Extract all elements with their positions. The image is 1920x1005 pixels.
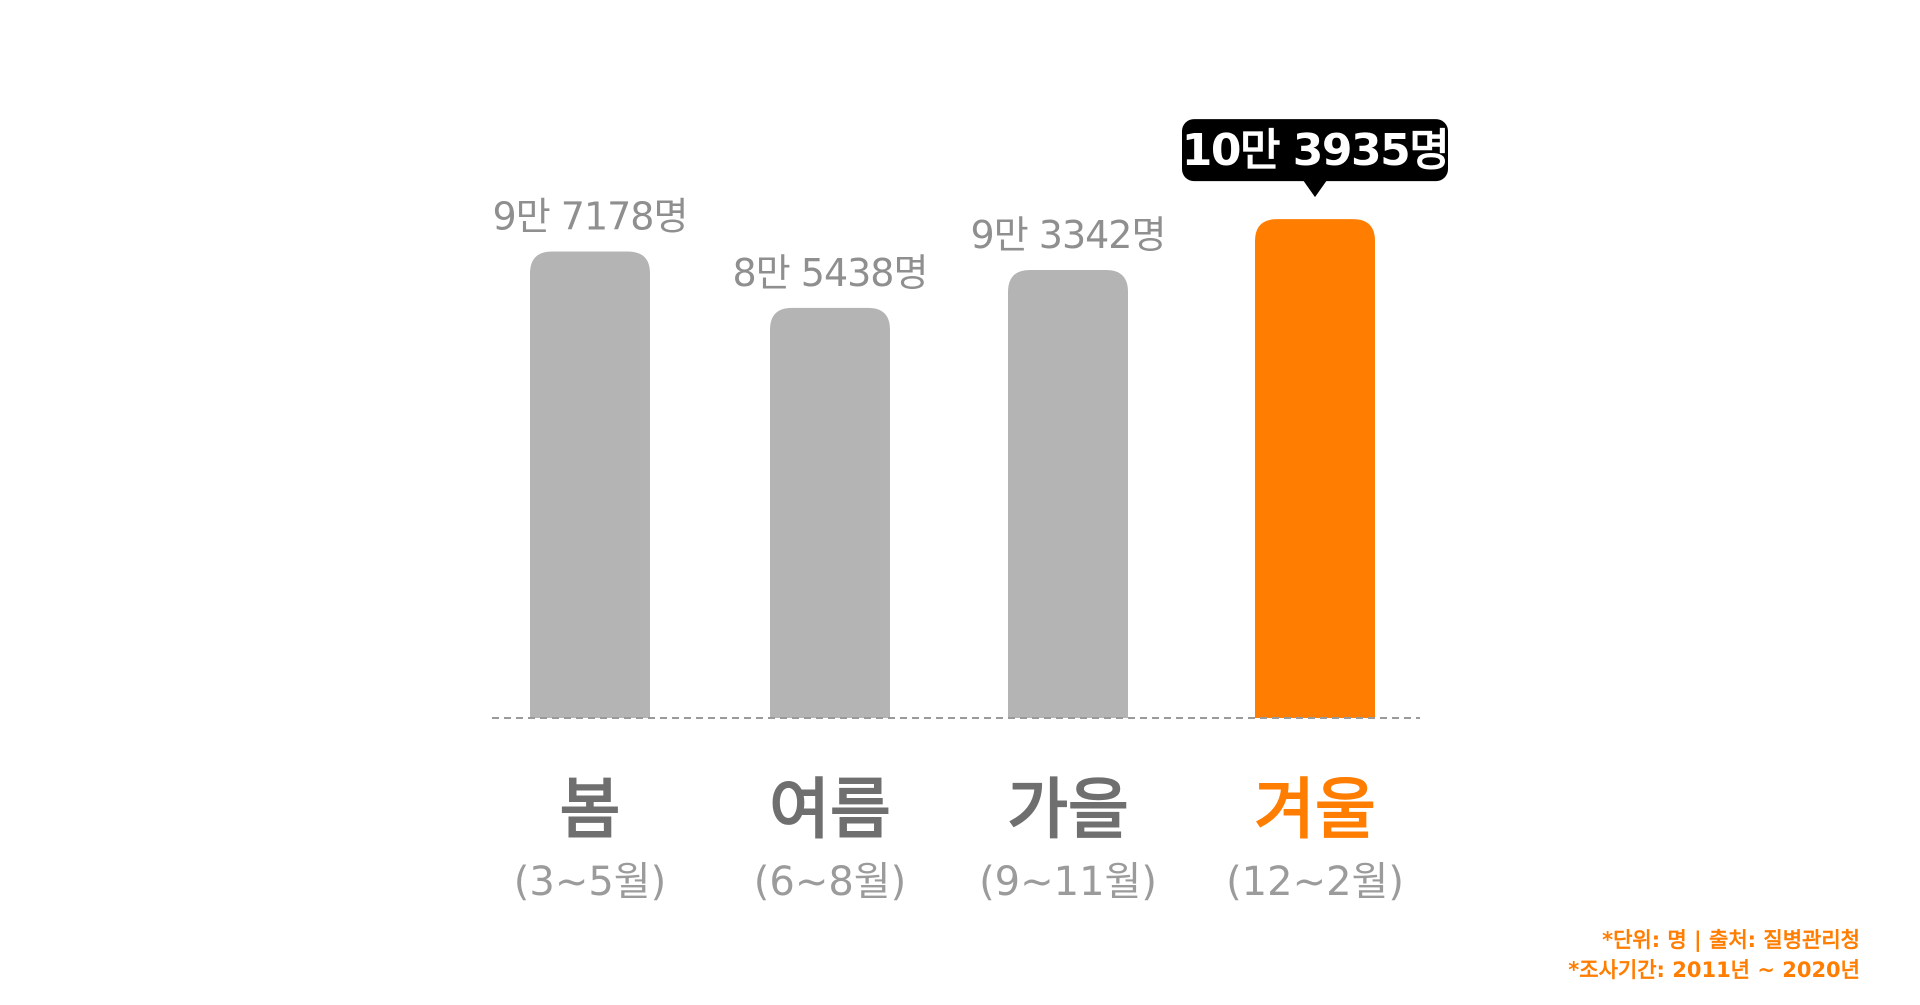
bar-2 <box>770 307 890 718</box>
category-label-4: 겨울 <box>1254 771 1375 848</box>
bar-1 <box>530 251 650 718</box>
value-label-1: 9만 7178명 <box>493 195 688 239</box>
value-label-3: 9만 3342명 <box>971 213 1166 257</box>
footnote-survey-period: *조사기간: 2011년 ~ 2020년 <box>1568 958 1860 982</box>
month-range-label-4: (12~2월) <box>1226 859 1404 905</box>
value-label-4: 10만 3935명 <box>1182 125 1448 176</box>
value-label-2: 8만 5438명 <box>733 251 928 295</box>
highlight-callout-box <box>1182 119 1448 182</box>
footnote-unit-source: *단위: 명 | 출처: 질병관리청 <box>1602 928 1860 952</box>
bars-group <box>530 219 1375 718</box>
category-label-2: 여름 <box>769 771 890 848</box>
category-label-1: 봄 <box>560 771 621 848</box>
bar-3 <box>1008 269 1128 718</box>
month-range-label-2: (6~8월) <box>754 859 906 905</box>
month-range-label-3: (9~11월) <box>979 859 1157 905</box>
highlight-callout-pointer <box>1303 180 1327 198</box>
bar-4 <box>1255 219 1375 718</box>
month-range-label-1: (3~5월) <box>514 859 666 905</box>
category-label-3: 가을 <box>1007 771 1128 848</box>
